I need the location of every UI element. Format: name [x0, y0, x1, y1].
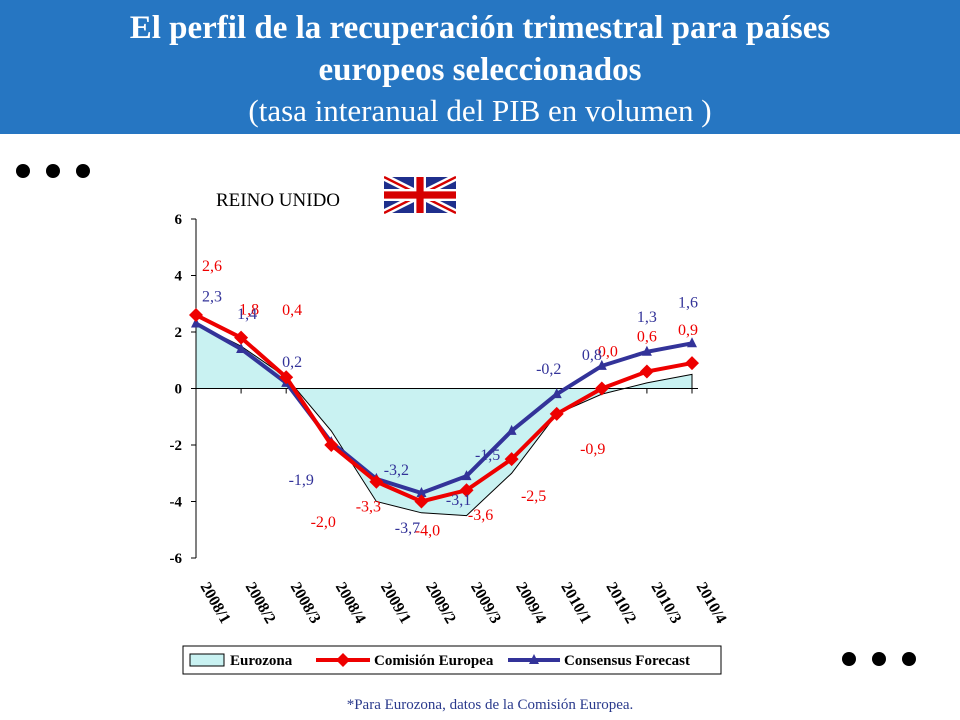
- data-label-comision: 0,9: [678, 322, 698, 339]
- uk-flag-icon: [384, 176, 456, 214]
- y-tick-label: -2: [170, 438, 183, 454]
- x-tick-label: 2010/3: [647, 580, 684, 627]
- point-consensus: [416, 487, 427, 498]
- data-label-comision: -3,6: [468, 507, 493, 524]
- data-label-consensus: 1,4: [237, 306, 257, 323]
- data-label-consensus: 1,6: [678, 294, 698, 311]
- dot-icon: [76, 164, 90, 178]
- dot-icon: [902, 652, 916, 666]
- data-label-consensus: 1,3: [637, 309, 657, 326]
- point-comision: [594, 381, 609, 396]
- point-comision: [279, 370, 294, 385]
- data-label-consensus: -3,2: [384, 462, 409, 479]
- data-label-consensus: -0,2: [536, 361, 561, 378]
- point-comision: [685, 356, 699, 371]
- country-label: REINO UNIDO: [216, 190, 341, 211]
- data-label-consensus: 2,3: [202, 289, 222, 306]
- x-tick-label: 2008/1: [197, 580, 234, 627]
- data-label-consensus: 0,8: [582, 347, 602, 364]
- series-line-comision: [195, 313, 693, 504]
- series-area-eurozona: [195, 322, 693, 517]
- point-consensus: [687, 337, 697, 348]
- legend-swatch-eurozona: [189, 653, 225, 667]
- data-label-comision: -2,0: [311, 514, 336, 531]
- y-tick-label: 4: [175, 269, 183, 285]
- point-consensus: [596, 359, 607, 370]
- x-tick-label: 2008/4: [332, 580, 369, 627]
- point-comision: [189, 308, 203, 323]
- series-line-consensus: [195, 321, 693, 496]
- y-tick-label: 2: [175, 325, 183, 341]
- ellipsis-dots-bottom: [842, 652, 916, 666]
- dot-icon: [842, 652, 856, 666]
- point-comision: [414, 494, 429, 509]
- data-label-comision: 1,8: [239, 302, 259, 319]
- legend-label-eurozona: Eurozona: [230, 653, 293, 669]
- data-label-comision: -2,5: [521, 488, 546, 505]
- title-line-2: europeos seleccionados: [318, 52, 642, 88]
- dot-icon: [16, 164, 30, 178]
- legend-marker-comision: [336, 653, 350, 667]
- y-tick-label: -6: [170, 551, 183, 567]
- x-tick-label: 2009/2: [422, 580, 459, 627]
- point-consensus: [191, 317, 201, 328]
- point-consensus: [641, 345, 652, 356]
- y-tick-label: 0: [175, 382, 183, 398]
- point-comision: [459, 483, 474, 498]
- data-label-consensus: -3,7: [395, 520, 420, 537]
- legend-label-comision: Comisión Europea: [374, 653, 494, 669]
- data-label-comision: 2,6: [202, 258, 222, 275]
- legend-box: [182, 645, 722, 675]
- point-comision: [504, 452, 519, 467]
- point-consensus: [461, 470, 472, 481]
- footnote: *Para Eurozona, datos de la Comisión Eur…: [346, 697, 634, 713]
- data-label-consensus: 0,2: [282, 354, 302, 371]
- data-label-comision: -0,9: [580, 441, 605, 458]
- x-tick-label: 2009/3: [467, 580, 504, 627]
- point-comision: [234, 330, 249, 345]
- point-comision: [369, 474, 384, 489]
- x-tick-label: 2010/4: [693, 580, 730, 627]
- data-label-comision: 0,6: [637, 329, 657, 346]
- data-label-consensus: -1,5: [475, 447, 500, 464]
- point-consensus: [236, 342, 247, 353]
- point-comision: [549, 406, 564, 421]
- point-consensus: [551, 388, 562, 399]
- x-tick-label: 2009/4: [512, 580, 549, 627]
- point-consensus: [506, 424, 517, 435]
- chart-plot: 2,6 1,8 0,4 -2,0 -3,3 -4,0 -3,6 -2,5 -0,9 0,0 0,6 0…: [189, 258, 699, 540]
- data-label-comision: 0,0: [598, 344, 618, 361]
- data-label-comision: 0,4: [282, 302, 302, 319]
- header-banner: El perfil de la recuperación trimestral …: [0, 0, 960, 134]
- x-tick-label: 2008/3: [287, 580, 324, 627]
- x-tick-label: 2010/1: [557, 580, 594, 627]
- data-label-comision: -4,0: [415, 523, 440, 540]
- subtitle: (tasa interanual del PIB en volumen ): [248, 93, 712, 128]
- y-tick-label: 6: [175, 212, 183, 228]
- point-comision: [639, 364, 654, 379]
- x-tick-label: 2010/2: [602, 580, 639, 627]
- point-comision: [324, 438, 339, 452]
- legend-marker-consensus: [529, 654, 539, 664]
- dot-icon: [46, 164, 60, 178]
- dot-icon: [872, 652, 886, 666]
- chart-legend: Eurozona Comisión Europea Consensus Foreca…: [182, 645, 722, 675]
- data-label-consensus: -1,9: [289, 472, 314, 489]
- y-tick-label: -4: [170, 495, 183, 511]
- legend-label-consensus: Consensus Forecast: [564, 653, 690, 669]
- x-tick-label: 2008/2: [242, 580, 279, 627]
- ellipsis-dots-top: [16, 164, 90, 178]
- data-label-comision: -3,3: [356, 499, 381, 516]
- x-tick-labels: 2008/1 2008/2 2008/3 2008/4 2009/1 2009/2 2009…: [197, 580, 730, 627]
- data-label-consensus: -3,1: [446, 492, 471, 509]
- x-tick-label: 2009/1: [377, 580, 414, 627]
- title-line-1: El perfil de la recuperación trimestral …: [129, 10, 831, 46]
